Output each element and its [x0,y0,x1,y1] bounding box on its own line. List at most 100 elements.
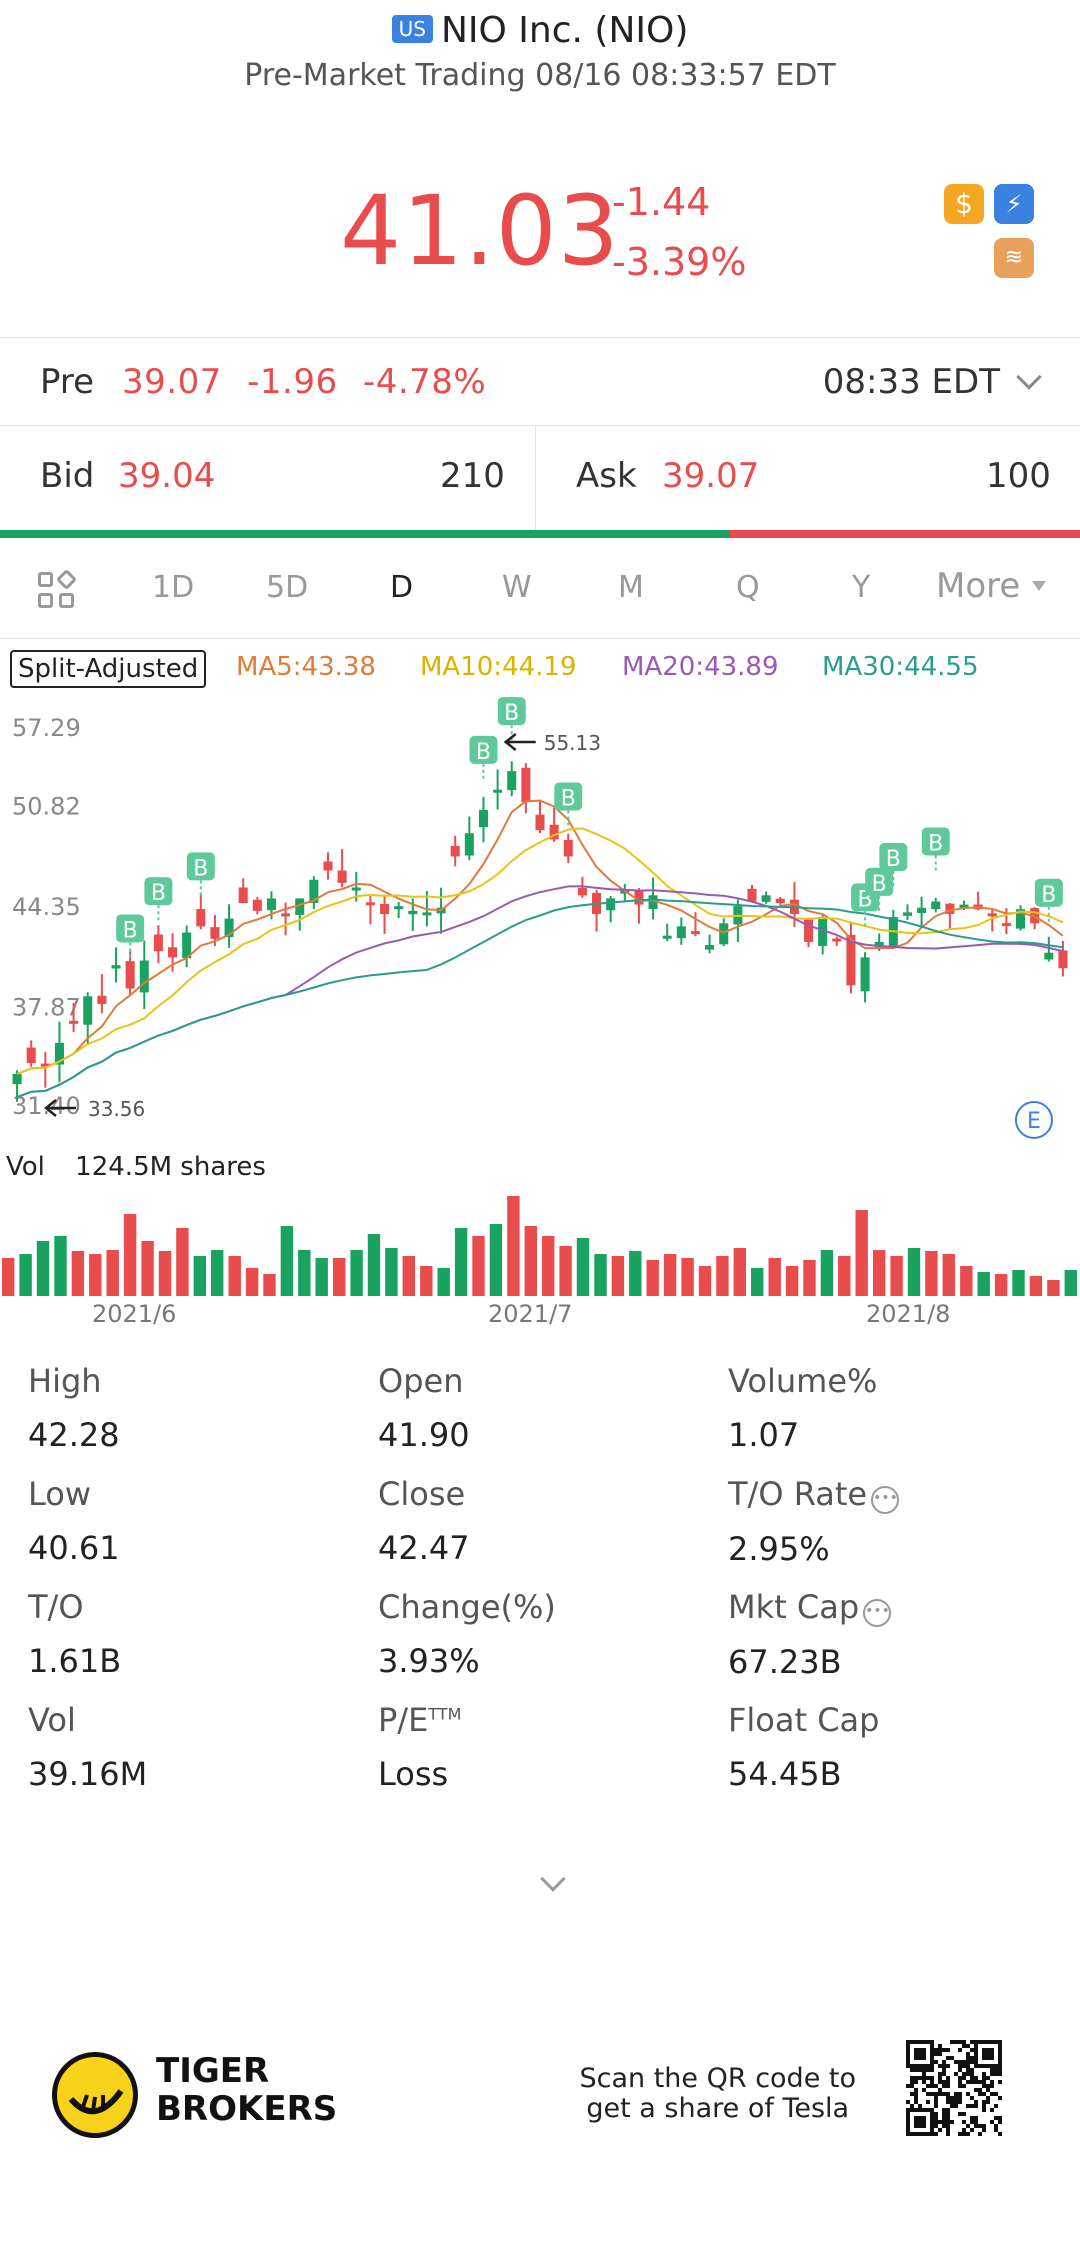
price-change-pct: -3.39% [612,240,747,284]
qr-module [942,2108,946,2112]
low-annotation: 33.56 [88,1097,145,1121]
qr-module [942,2064,946,2068]
tab-m[interactable]: M [618,570,644,605]
qr-module [918,2076,922,2080]
lightning-icon[interactable]: ⚡ [994,184,1034,224]
candlestick-chart[interactable]: 57.29 50.82 44.35 37.87 31.40 B B B B B B B B B B B 55.1… [0,692,1080,1152]
qr-module [986,2100,990,2104]
qr-module [922,2072,926,2076]
dollar-icon[interactable]: $ [944,184,984,224]
volume-bar [437,1268,450,1296]
volume-bar [855,1210,868,1296]
volume-summary: Vol 124.5M shares [6,1152,266,1182]
qr-module [966,2092,970,2096]
volume-bar [141,1241,154,1296]
tab-q[interactable]: Q [736,570,760,605]
volume-bar [1012,1270,1025,1296]
qr-module [914,2100,918,2104]
volume-bar [873,1250,886,1296]
qr-module [934,2060,938,2064]
qr-module [958,2096,962,2100]
qr-module [958,2048,962,2052]
qr-module [970,2120,974,2124]
qr-module [946,2120,950,2124]
layers-icon[interactable]: ≋ [994,238,1034,278]
volume-bar [698,1266,712,1296]
premarket-change: -1.96 [247,362,338,402]
volume-bar [19,1254,32,1296]
candlestick-chart-svg[interactable]: 57.2950.8244.3537.8731.40BBBBBBBBBBB55.1… [0,692,1080,1152]
volume-bar [942,1254,955,1296]
qr-module [986,2088,990,2092]
stat-value: 2.95% [728,1530,830,1568]
qr-module [938,2076,942,2080]
volume-bar [280,1226,294,1296]
qr-module [934,2100,938,2104]
price-change-block: -1.44 -3.39% [612,172,746,292]
candle-body [1001,923,1011,927]
tab-w[interactable]: W [502,570,532,605]
ma20-value: MA20:43.89 [622,652,779,682]
candle-body [224,918,234,937]
qr-module [990,2120,994,2124]
qr-module [958,2100,962,2104]
split-adjusted-toggle[interactable]: Split-Adjusted [10,650,207,688]
volume-bar [716,1256,729,1296]
candle-body [902,912,912,916]
qr-module [974,2120,978,2124]
qr-module [970,2060,974,2064]
candle-body [747,888,757,902]
qr-module [942,2112,946,2116]
qr-module [946,2080,950,2084]
ma30-value: MA30:44.55 [822,652,979,682]
tab-more[interactable]: More [936,566,1047,606]
tab-1d[interactable]: 1D [152,570,195,605]
premarket-values: 39.07 -1.96 -4.78% [122,362,486,402]
volume-bar [559,1246,572,1296]
info-icon[interactable]: ••• [871,1486,900,1514]
tiger-logo [52,2052,138,2138]
promo-footer: TIGER BROKERS Scan the QR code to get a … [0,2030,1080,2190]
qr-module [950,2056,954,2060]
volume-bar [123,1214,137,1296]
tab-5d[interactable]: 5D [266,570,309,605]
volume-bar [890,1256,903,1296]
bid-price: 39.04 [118,456,216,496]
bid-volume-bar [0,530,730,538]
tab-d[interactable]: D [390,570,414,605]
qr-module [994,2104,998,2108]
qr-module [938,2088,942,2092]
chevron-down-icon[interactable] [540,1866,566,1892]
stat-key: T/O Rate [728,1475,868,1513]
stat-to-rate: T/O Rate ••• 2.95% [728,1475,900,1568]
qr-module [998,2080,1002,2084]
candle-body [238,887,248,904]
volume-bar [663,1254,677,1296]
stat-vol: Vol 39.16M [28,1701,147,1793]
volume-bar [263,1274,276,1296]
candle-body [266,898,276,911]
qr-module [966,2072,970,2076]
candle-body [549,824,559,840]
qr-module [990,2072,994,2076]
tab-y[interactable]: Y [852,570,871,605]
chevron-down-icon[interactable] [1016,364,1042,390]
premarket-row[interactable]: Pre 39.07 -1.96 -4.78% 08:33 EDT [0,338,1080,424]
qr-module [998,2068,1002,2072]
qr-module [934,2132,938,2136]
qr-module [922,2088,926,2092]
stock-title-row: US NIO Inc. (NIO) [0,10,1080,51]
stat-value: 1.07 [728,1416,800,1454]
last-price: 41.03 [340,175,620,287]
candle-body [606,898,616,911]
qr-finder [914,2048,926,2060]
candle-body [818,917,828,946]
grid-icon[interactable] [38,568,78,610]
candle-body [775,898,785,904]
qr-module [946,2112,950,2116]
caret-down-icon [1032,581,1047,591]
qr-module [962,2076,966,2080]
arrow-left-icon [503,733,536,751]
candle-body [168,947,178,958]
info-icon[interactable]: ••• [863,1599,892,1627]
